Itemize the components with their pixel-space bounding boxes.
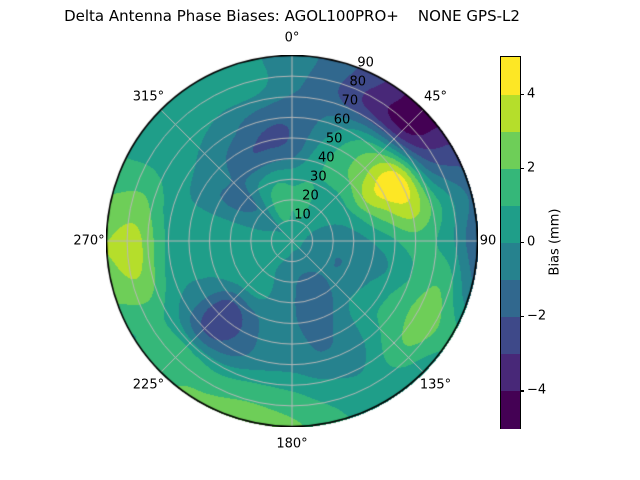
colorbar-axis-label: Bias (mm): [547, 208, 563, 276]
colorbar-band--3-to--2: [501, 316, 520, 355]
theta-tick-180: 180°: [276, 436, 308, 452]
colorbar-ticklabel--4: −4: [527, 382, 547, 398]
polar-contour-plot: [106, 55, 478, 427]
colorbar-ticklabel--2: −2: [527, 308, 547, 324]
r-tick-70: 70: [341, 93, 359, 109]
colorbar-band--5-to--4: [501, 390, 520, 429]
colorbar-ticklabel-2: 2: [527, 160, 536, 176]
colorbar-band-0-to-1: [501, 205, 520, 244]
colorbar-ticklabel-0: 0: [527, 234, 536, 250]
colorbar-tickmark--2: [520, 316, 524, 318]
colorbar-tickmark--4: [520, 390, 524, 392]
r-tick-80: 80: [349, 74, 367, 90]
colorbar-band-2-to-3: [501, 131, 520, 169]
theta-tick-225: 225°: [132, 377, 165, 393]
r-tick-20: 20: [302, 188, 319, 204]
colorbar-band--2-to--1: [501, 279, 520, 318]
theta-tick-0: 0°: [284, 30, 300, 46]
theta-tick-270: 270°: [73, 233, 105, 249]
r-tick-30: 30: [310, 169, 327, 185]
colorbar-band-3-to-4: [501, 94, 520, 132]
r-tick-60: 60: [333, 112, 351, 128]
chart-title: Delta Antenna Phase Biases: AGOL100PRO+ …: [64, 7, 520, 25]
r-tick-90: 90: [357, 55, 374, 71]
theta-tick-90: 90: [479, 233, 497, 249]
colorbar-tickmark-2: [520, 167, 524, 170]
colorbar-band--1-to-0: [501, 242, 520, 281]
colorbar-band-1-to-2: [501, 168, 520, 206]
colorbar: [500, 56, 521, 429]
colorbar-band--4-to--3: [501, 353, 520, 392]
colorbar-tickmark-4: [520, 93, 524, 95]
r-tick-50: 50: [325, 131, 343, 147]
colorbar-ticklabel-4: 4: [527, 86, 536, 102]
colorbar-band-4-to-5: [501, 57, 520, 95]
theta-tick-45: 45°: [424, 89, 448, 105]
r-tick-10: 10: [294, 207, 311, 223]
r-tick-40: 40: [317, 150, 335, 166]
theta-tick-135: 135°: [419, 377, 452, 393]
theta-tick-315: 315°: [132, 89, 165, 105]
colorbar-tickmark-0: [520, 242, 524, 244]
